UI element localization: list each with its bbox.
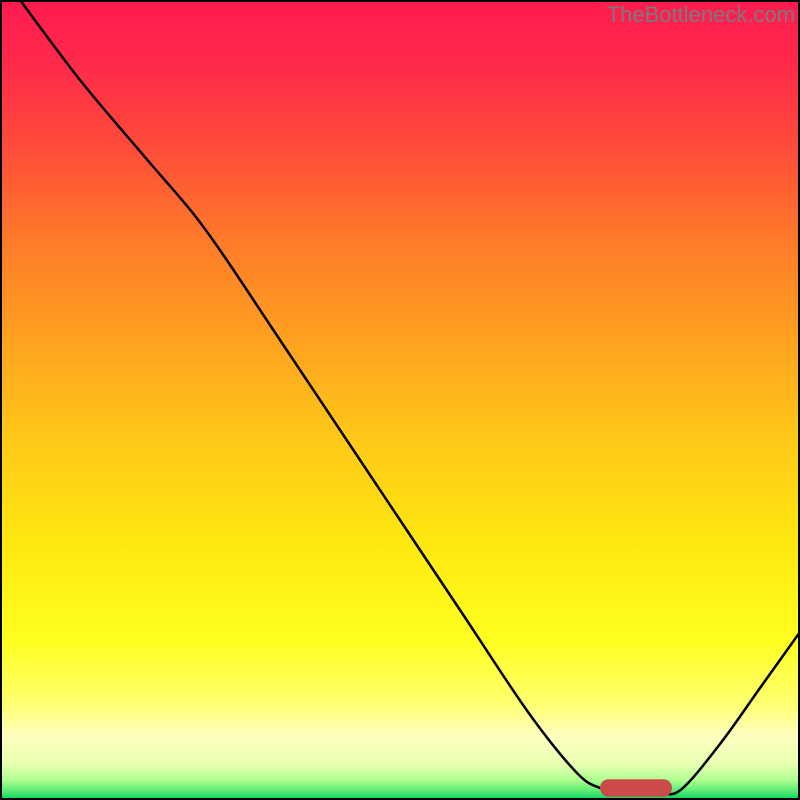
optimal-marker xyxy=(600,779,672,797)
bottleneck-chart: TheBottleneck.com xyxy=(0,0,800,800)
gradient-background xyxy=(0,0,800,800)
watermark-label: TheBottleneck.com xyxy=(607,2,795,27)
